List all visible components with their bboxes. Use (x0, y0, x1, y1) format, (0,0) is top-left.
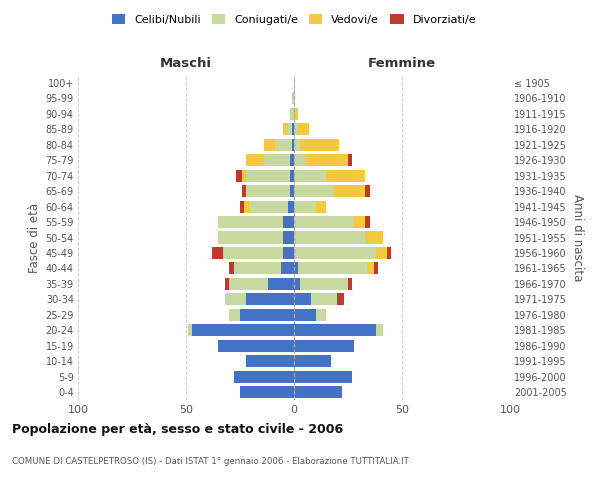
Bar (247, 356, 294, 368)
Bar (294, 247, 376, 259)
Bar (218, 340, 294, 352)
Bar (283, 232, 294, 243)
Bar (283, 123, 287, 135)
Bar (244, 200, 248, 212)
Bar (348, 278, 352, 290)
Bar (294, 324, 376, 336)
Bar (247, 294, 294, 306)
Text: COMUNE DI CASTELPETROSO (IS) - Dati ISTAT 1° gennaio 2006 - Elaborazione TUTTITA: COMUNE DI CASTELPETROSO (IS) - Dati ISTA… (12, 458, 409, 466)
Bar (316, 309, 326, 321)
Bar (268, 278, 294, 290)
Bar (236, 170, 242, 181)
Bar (247, 185, 290, 197)
Bar (374, 262, 378, 274)
Bar (294, 262, 298, 274)
Bar (294, 154, 305, 166)
Bar (193, 324, 294, 336)
Bar (294, 340, 355, 352)
Bar (294, 108, 298, 120)
Bar (294, 138, 301, 150)
Bar (333, 185, 365, 197)
Bar (337, 294, 344, 306)
Bar (290, 185, 294, 197)
Bar (290, 108, 294, 120)
Bar (242, 185, 247, 197)
Bar (292, 92, 294, 104)
Legend: Celibi/Nubili, Coniugati/e, Vedovi/e, Divorziati/e: Celibi/Nubili, Coniugati/e, Vedovi/e, Di… (109, 10, 479, 28)
Bar (242, 170, 247, 181)
Bar (365, 232, 383, 243)
Bar (290, 154, 294, 166)
Text: Popolazione per età, sesso e stato civile - 2006: Popolazione per età, sesso e stato civil… (12, 422, 343, 436)
Y-axis label: Fasce di età: Fasce di età (28, 202, 41, 272)
Bar (294, 216, 355, 228)
Bar (218, 216, 283, 228)
Bar (225, 294, 247, 306)
Bar (301, 138, 340, 150)
Bar (326, 170, 365, 181)
Bar (387, 247, 391, 259)
Bar (294, 371, 352, 383)
Bar (287, 200, 294, 212)
Bar (376, 247, 387, 259)
Bar (348, 154, 352, 166)
Bar (305, 154, 348, 166)
Bar (247, 154, 264, 166)
Bar (287, 123, 292, 135)
Bar (281, 262, 294, 274)
Bar (188, 324, 193, 336)
Bar (248, 200, 287, 212)
Bar (298, 123, 309, 135)
Bar (283, 247, 294, 259)
Bar (264, 138, 275, 150)
Bar (294, 294, 311, 306)
Bar (283, 216, 294, 228)
Bar (292, 138, 294, 150)
Bar (290, 170, 294, 181)
Bar (229, 278, 268, 290)
Bar (311, 294, 337, 306)
Text: Femmine: Femmine (368, 58, 436, 70)
Bar (301, 278, 348, 290)
Bar (247, 170, 290, 181)
Bar (225, 278, 229, 290)
Bar (298, 262, 367, 274)
Bar (294, 309, 316, 321)
Bar (294, 232, 365, 243)
Bar (240, 309, 294, 321)
Text: Maschi: Maschi (160, 58, 212, 70)
Bar (294, 386, 341, 398)
Bar (218, 232, 283, 243)
Bar (294, 170, 326, 181)
Bar (294, 200, 316, 212)
Bar (294, 278, 301, 290)
Bar (365, 185, 370, 197)
Bar (294, 123, 298, 135)
Bar (292, 123, 294, 135)
Bar (212, 247, 223, 259)
Bar (233, 262, 281, 274)
Bar (264, 154, 290, 166)
Bar (229, 309, 240, 321)
Bar (233, 371, 294, 383)
Bar (223, 247, 283, 259)
Bar (240, 200, 244, 212)
Bar (294, 356, 331, 368)
Bar (355, 216, 365, 228)
Bar (316, 200, 326, 212)
Bar (365, 216, 370, 228)
Bar (376, 324, 383, 336)
Bar (229, 262, 233, 274)
Bar (275, 138, 292, 150)
Bar (294, 185, 333, 197)
Bar (367, 262, 374, 274)
Bar (240, 386, 294, 398)
Y-axis label: Anni di nascita: Anni di nascita (571, 194, 584, 281)
